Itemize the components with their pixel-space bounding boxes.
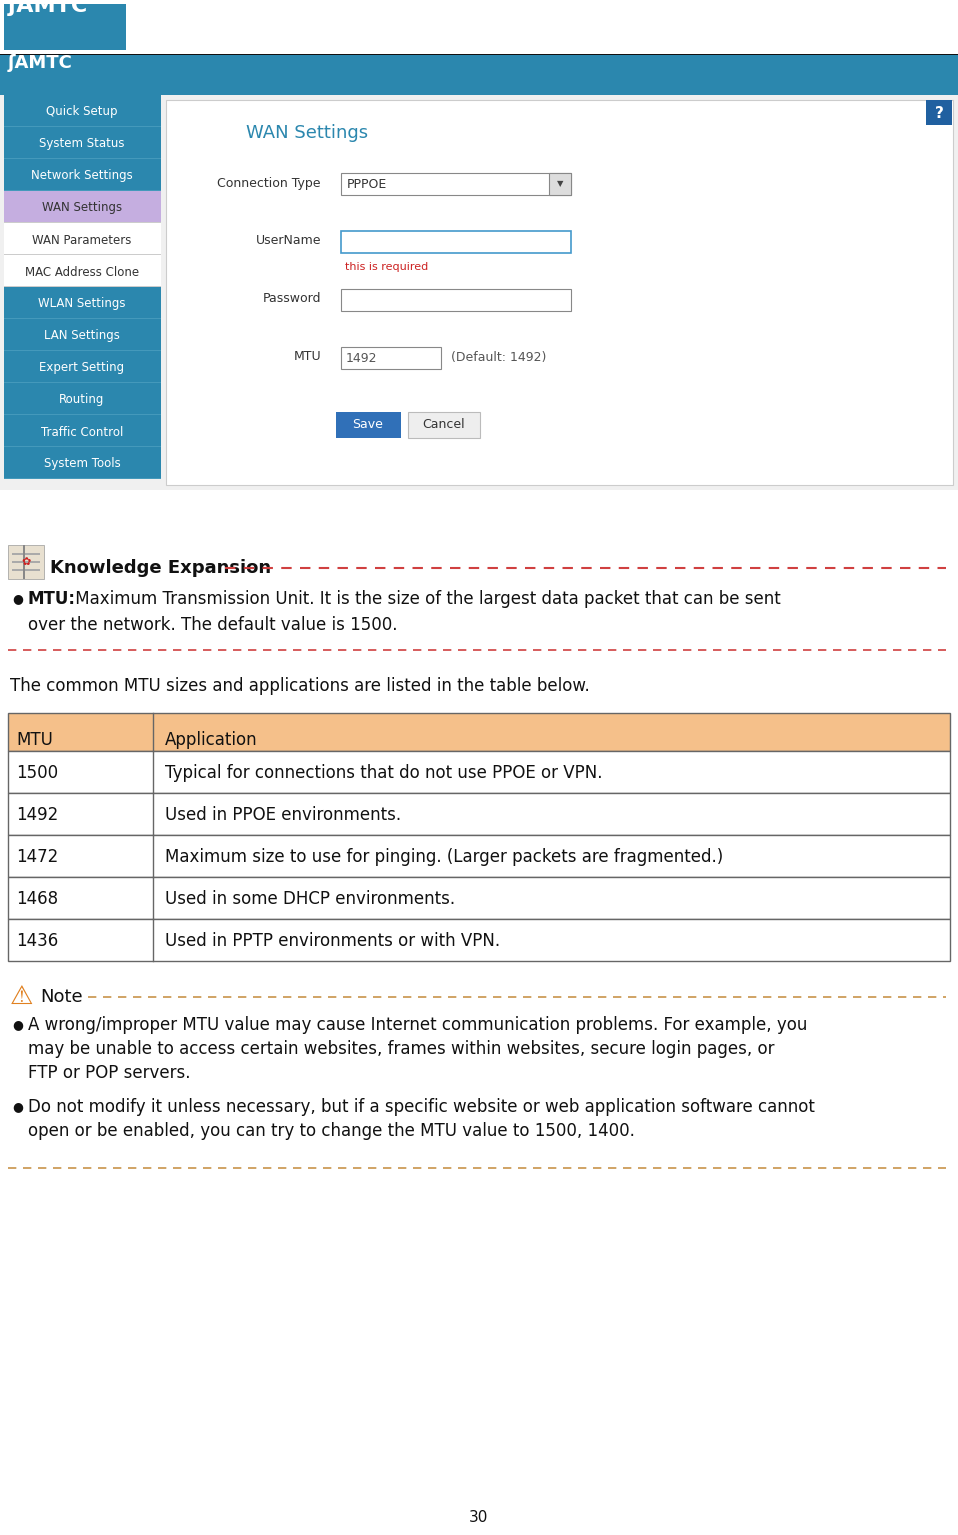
Bar — [336, 411, 401, 437]
Text: Routing: Routing — [59, 393, 104, 407]
Text: System Tools: System Tools — [44, 457, 121, 471]
Text: (Default: 1492): (Default: 1492) — [451, 352, 546, 364]
Text: open or be enabled, you can try to change the MTU value to 1500, 1400.: open or be enabled, you can try to chang… — [28, 1122, 635, 1141]
Text: WAN Parameters: WAN Parameters — [33, 233, 131, 247]
Text: Note: Note — [40, 989, 82, 1005]
Text: Do not modify it unless necessary, but if a specific website or web application : Do not modify it unless necessary, but i… — [28, 1098, 815, 1116]
Text: MTU: MTU — [16, 731, 53, 749]
Text: A wrong/improper MTU value may cause Internet communication problems. For exampl: A wrong/improper MTU value may cause Int… — [28, 1016, 808, 1035]
Text: this is required: this is required — [345, 262, 428, 272]
Bar — [4, 95, 161, 127]
Bar — [341, 347, 441, 368]
Bar — [926, 100, 952, 124]
Text: ⚠: ⚠ — [10, 984, 34, 1010]
Bar — [0, 0, 958, 55]
Bar — [23, 545, 25, 579]
Bar — [12, 560, 40, 563]
Text: Quick Setup: Quick Setup — [46, 106, 118, 118]
Text: 1492: 1492 — [16, 806, 58, 824]
Text: ʃAMTC: ʃAMTC — [8, 54, 73, 72]
Text: MAC Address Clone: MAC Address Clone — [25, 266, 139, 278]
Bar — [4, 255, 161, 287]
Text: Maximum size to use for pinging. (Larger packets are fragmented.): Maximum size to use for pinging. (Larger… — [165, 847, 723, 866]
Text: Expert Setting: Expert Setting — [39, 362, 125, 375]
Text: ✿: ✿ — [21, 557, 31, 566]
Bar — [341, 173, 571, 195]
Text: LAN Settings: LAN Settings — [44, 330, 120, 342]
Text: Used in PPOE environments.: Used in PPOE environments. — [165, 806, 401, 824]
Bar — [8, 545, 44, 579]
Text: ●: ● — [12, 593, 23, 605]
Bar — [8, 876, 950, 919]
Text: ●: ● — [12, 1101, 23, 1113]
Bar — [12, 553, 40, 556]
Bar — [4, 352, 161, 384]
Text: Password: Password — [262, 293, 321, 305]
Text: 1492: 1492 — [346, 352, 377, 364]
Text: System Status: System Status — [39, 138, 125, 150]
Bar — [166, 100, 953, 485]
Text: 30: 30 — [469, 1509, 489, 1524]
Bar — [0, 95, 958, 490]
Text: Traffic Control: Traffic Control — [41, 425, 124, 439]
Text: over the network. The default value is 1500.: over the network. The default value is 1… — [28, 616, 398, 634]
Text: PPPOE: PPPOE — [347, 178, 387, 190]
Text: Used in PPTP environments or with VPN.: Used in PPTP environments or with VPN. — [165, 932, 500, 950]
Bar — [12, 569, 40, 571]
Text: 1468: 1468 — [16, 890, 58, 909]
Text: MTU: MTU — [293, 350, 321, 364]
Bar — [341, 230, 571, 253]
Bar — [4, 287, 161, 319]
Text: Connection Type: Connection Type — [217, 177, 321, 189]
Bar — [4, 384, 161, 414]
Text: Knowledge Expansion: Knowledge Expansion — [50, 559, 271, 577]
Text: Save: Save — [353, 419, 383, 431]
Text: may be unable to access certain websites, frames within websites, secure login p: may be unable to access certain websites… — [28, 1041, 774, 1058]
Bar — [4, 5, 126, 51]
Bar — [4, 319, 161, 352]
Bar — [4, 414, 161, 447]
Text: WAN Settings: WAN Settings — [246, 124, 368, 143]
Text: UserName: UserName — [256, 235, 321, 247]
Bar — [4, 127, 161, 160]
Text: ●: ● — [12, 1019, 23, 1032]
Text: Network Settings: Network Settings — [31, 169, 133, 183]
Text: The common MTU sizes and applications are listed in the table below.: The common MTU sizes and applications ar… — [10, 677, 590, 695]
Text: Typical for connections that do not use PPOE or VPN.: Typical for connections that do not use … — [165, 764, 603, 781]
Bar — [4, 190, 161, 223]
Bar — [549, 173, 571, 195]
Bar — [4, 160, 161, 190]
Text: FTP or POP servers.: FTP or POP servers. — [28, 1064, 191, 1082]
Text: Application: Application — [165, 731, 258, 749]
Text: Cancel: Cancel — [422, 419, 466, 431]
Text: ?: ? — [935, 106, 944, 121]
Text: Maximum Transmission Unit. It is the size of the largest data packet that can be: Maximum Transmission Unit. It is the siz… — [70, 589, 781, 608]
Text: WAN Settings: WAN Settings — [42, 201, 122, 215]
Bar — [8, 712, 950, 751]
Bar — [8, 751, 950, 794]
Text: ʃAMTC: ʃAMTC — [8, 0, 88, 15]
Text: 1436: 1436 — [16, 932, 58, 950]
Bar — [4, 447, 161, 479]
Text: ▼: ▼ — [557, 180, 563, 189]
Text: WLAN Settings: WLAN Settings — [38, 298, 125, 310]
Text: MTU:: MTU: — [28, 589, 76, 608]
Bar — [0, 55, 958, 95]
Bar — [341, 289, 571, 312]
Text: 1472: 1472 — [16, 847, 58, 866]
Text: Used in some DHCP environments.: Used in some DHCP environments. — [165, 890, 455, 909]
Bar — [408, 411, 480, 437]
Bar — [4, 223, 161, 255]
Bar — [8, 794, 950, 835]
Text: 1500: 1500 — [16, 764, 58, 781]
Bar — [8, 835, 950, 876]
Bar — [8, 919, 950, 961]
